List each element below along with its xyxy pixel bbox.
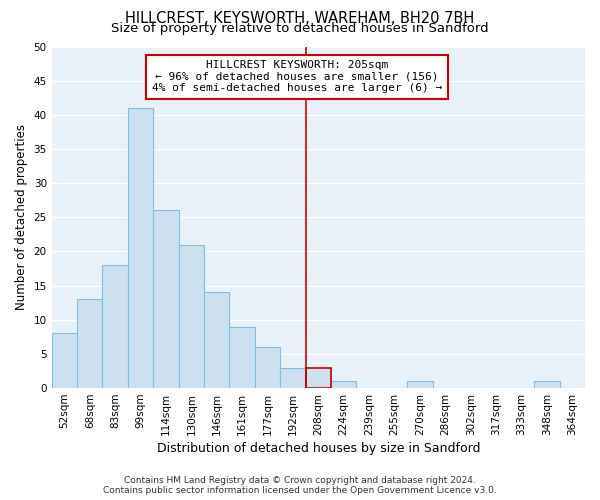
Bar [103, 265, 128, 388]
Bar [204, 292, 229, 388]
Bar [534, 381, 560, 388]
Bar [179, 244, 204, 388]
Bar [153, 210, 179, 388]
Text: HILLCREST, KEYSWORTH, WAREHAM, BH20 7BH: HILLCREST, KEYSWORTH, WAREHAM, BH20 7BH [125, 11, 475, 26]
Text: HILLCREST KEYSWORTH: 205sqm
← 96% of detached houses are smaller (156)
4% of sem: HILLCREST KEYSWORTH: 205sqm ← 96% of det… [152, 60, 442, 94]
Bar [280, 368, 305, 388]
Bar [305, 368, 331, 388]
Bar [77, 300, 103, 388]
Bar [52, 334, 77, 388]
Bar [229, 326, 255, 388]
Text: Contains HM Land Registry data © Crown copyright and database right 2024.
Contai: Contains HM Land Registry data © Crown c… [103, 476, 497, 495]
Bar [331, 381, 356, 388]
Bar [255, 347, 280, 388]
Text: Size of property relative to detached houses in Sandford: Size of property relative to detached ho… [111, 22, 489, 35]
Bar [407, 381, 433, 388]
Bar [305, 368, 331, 388]
X-axis label: Distribution of detached houses by size in Sandford: Distribution of detached houses by size … [157, 442, 480, 455]
Bar [128, 108, 153, 388]
Y-axis label: Number of detached properties: Number of detached properties [15, 124, 28, 310]
